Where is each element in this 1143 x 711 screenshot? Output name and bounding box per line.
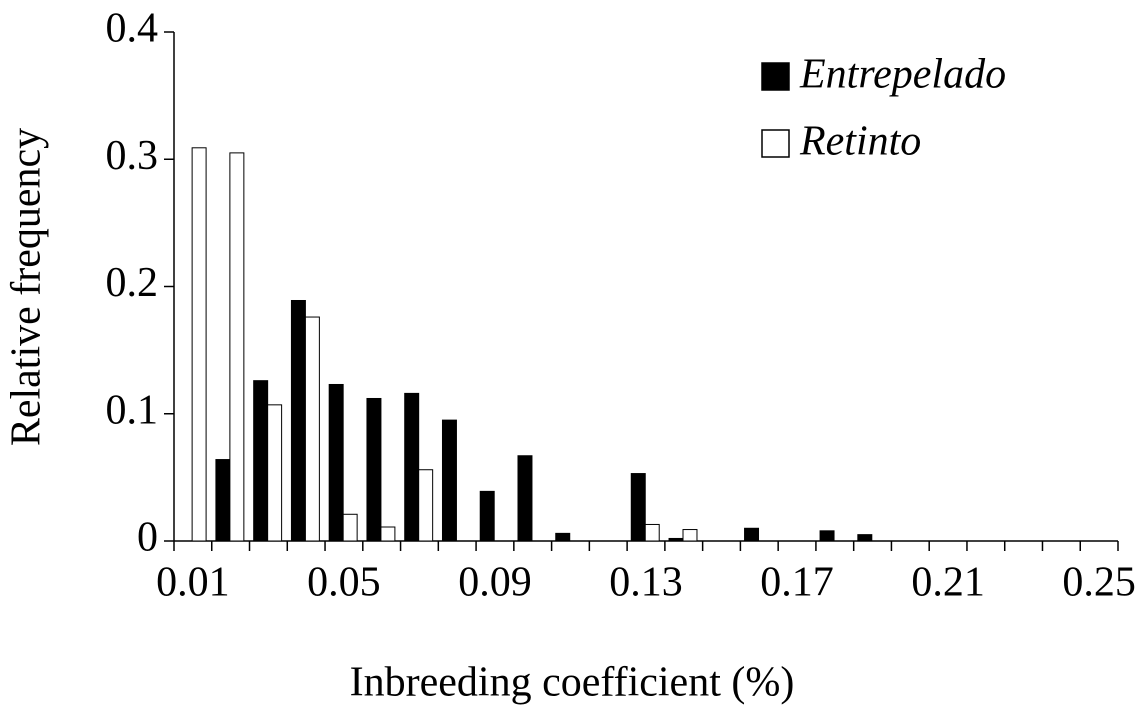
bar	[253, 380, 269, 542]
bar	[215, 459, 231, 542]
x-tick-label: 0.17	[760, 560, 834, 606]
legend-swatch	[761, 62, 790, 91]
bar	[290, 299, 306, 542]
bar	[380, 526, 396, 542]
bar	[328, 383, 344, 542]
bar	[366, 397, 382, 542]
x-tick-label: 0.09	[458, 560, 532, 606]
y-tick-label: 0.3	[106, 133, 159, 179]
bar	[479, 490, 495, 542]
y-axis-title: Relative frequency	[4, 128, 50, 446]
bar	[630, 473, 646, 542]
bar	[418, 469, 434, 542]
x-tick-label: 0.01	[156, 560, 230, 606]
y-tick-label: 0	[137, 515, 158, 561]
bar	[229, 152, 245, 542]
bar	[857, 534, 873, 542]
bar	[441, 419, 457, 542]
x-tick-label: 0.13	[609, 560, 683, 606]
y-tick-label: 0.1	[106, 387, 159, 433]
y-tick-label: 0.2	[106, 260, 159, 306]
x-tick-label: 0.25	[1062, 560, 1136, 606]
y-tick-label: 0.4	[106, 6, 159, 52]
legend-label: Entrepelado	[799, 52, 1006, 98]
bar	[342, 513, 358, 542]
x-tick-label: 0.21	[911, 560, 985, 606]
bar	[644, 523, 660, 542]
bar	[404, 392, 420, 542]
bar	[304, 316, 320, 542]
bar	[517, 455, 533, 542]
x-axis-title: Inbreeding coefficient (%)	[350, 660, 795, 706]
legend-label: Retinto	[799, 119, 921, 165]
legend-swatch	[761, 129, 790, 158]
bar	[682, 529, 698, 542]
x-tick-label: 0.05	[307, 560, 381, 606]
bar	[668, 537, 684, 542]
bar	[267, 404, 283, 542]
bar	[555, 532, 571, 542]
bar	[744, 527, 760, 542]
bar	[819, 530, 835, 542]
bar	[191, 147, 207, 542]
